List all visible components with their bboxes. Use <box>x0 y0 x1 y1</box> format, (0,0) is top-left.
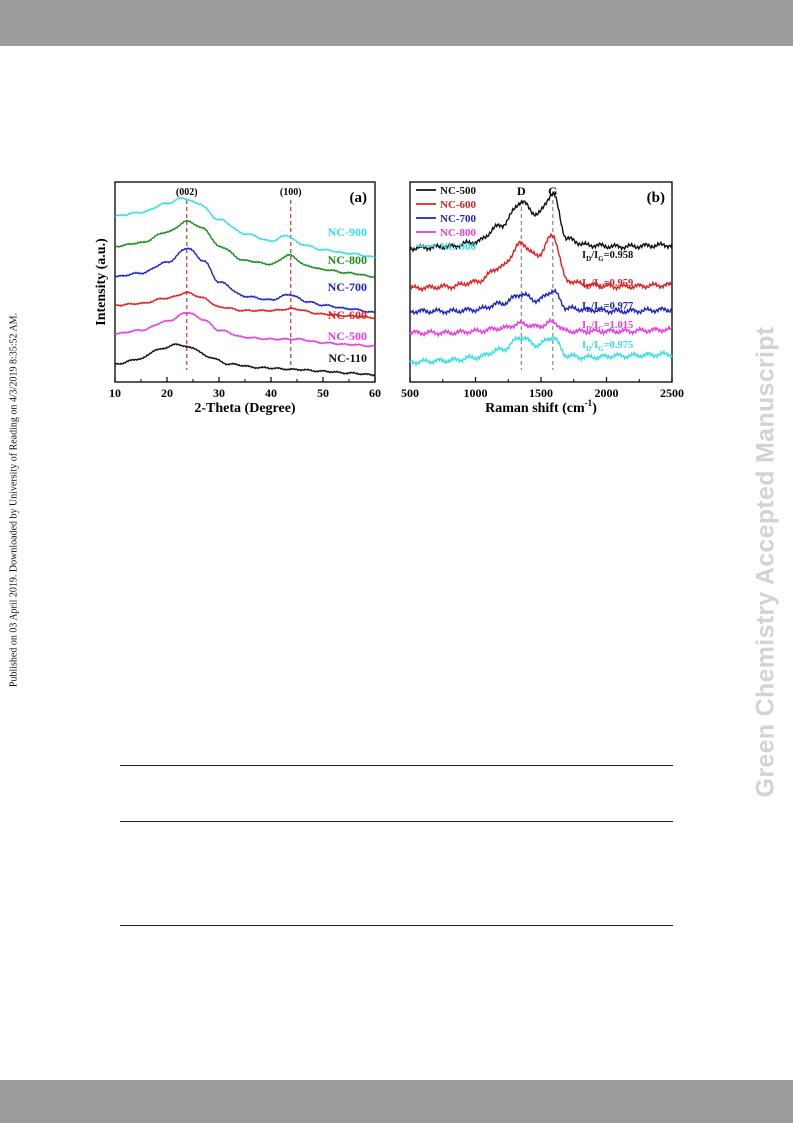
series-line-NC-700 <box>114 247 376 314</box>
panel-a-series-labels: NC-900 NC-800 NC-700 NC-600 NC-500 NC-110 <box>328 225 367 365</box>
x-tick-label: 50 <box>317 386 329 400</box>
series-label-NC-800: NC-800 <box>328 253 367 267</box>
panel-b-series <box>409 190 673 367</box>
series-line-NC-700 <box>409 287 673 316</box>
ratio-sub-g: G <box>598 283 604 291</box>
peak-annotation: (002) <box>176 187 198 198</box>
legend-label-NC-800: NC-800 <box>440 227 477 239</box>
panel-a-label: (a) <box>350 190 368 206</box>
ratio-label: ID/IG=0.977 <box>582 301 633 314</box>
accepted-manuscript-watermark: Green Chemistry Accepted Manuscript <box>751 326 780 798</box>
table-rule-top <box>120 765 673 766</box>
series-label-NC-700: NC-700 <box>328 280 367 294</box>
series-label-NC-600: NC-600 <box>328 308 367 322</box>
top-bar <box>0 0 793 46</box>
ratio-sub-g: G <box>598 325 604 333</box>
x-tick-label: 30 <box>213 386 225 400</box>
ratio-sub-d: D <box>586 345 591 353</box>
x-tick-label: 1500 <box>529 386 553 400</box>
ratio-slash: /I <box>590 320 598 331</box>
ratio-sub-d: D <box>586 306 591 314</box>
ratio-value: =0.959 <box>604 278 634 289</box>
series-label-NC-500: NC-500 <box>328 329 367 343</box>
series-line-NC-110 <box>114 342 376 377</box>
legend-label-NC-900: NC-900 <box>440 241 477 253</box>
ratio-label: ID/IG=0.959 <box>582 278 633 291</box>
legend-label-NC-600: NC-600 <box>440 199 477 211</box>
peak-annotation: G <box>548 184 557 198</box>
series-line-NC-800 <box>409 317 673 338</box>
peak-annotation: D <box>517 184 526 198</box>
ratio-slash: /I <box>590 301 598 312</box>
panel-a-ticks: 10 20 30 40 50 60 <box>109 377 381 400</box>
series-label-NC-900: NC-900 <box>328 225 367 239</box>
series-line-NC-900 <box>409 335 673 367</box>
bottom-bar <box>0 1080 793 1123</box>
x-tick-label: 20 <box>161 386 173 400</box>
x-tick-label: 60 <box>369 386 381 400</box>
x-tick-label: 10 <box>109 386 121 400</box>
ratio-label: ID/IG=1.015 <box>582 320 633 333</box>
series-line-NC-500 <box>409 190 673 253</box>
ratio-label: ID/IG=0.958 <box>582 250 633 263</box>
series-line-NC-500 <box>114 311 376 348</box>
panel-a-reference-lines <box>186 200 292 370</box>
download-notice: Published on 03 April 2019. Downloaded b… <box>8 312 20 688</box>
ratio-i: I <box>582 320 586 331</box>
ratio-value: =0.975 <box>604 340 634 351</box>
panel-a-annotations: (002) (100) <box>176 187 302 198</box>
panel-a-xlabel: 2-Theta (Degree) <box>194 401 296 416</box>
table-rule-bottom <box>120 925 673 926</box>
ratio-label: ID/IG=0.975 <box>582 340 633 353</box>
series-line-NC-600 <box>409 232 673 293</box>
panel-b-legend: NC-500 NC-600 NC-700 NC-800 NC-900 <box>416 185 477 253</box>
panel-b-xlabel-main: Raman shift (cm <box>485 401 585 416</box>
legend-label-NC-700: NC-700 <box>440 213 477 225</box>
figure: (a) 2-Theta (Degree) Intensity (a.u.) 10… <box>85 170 695 425</box>
ratio-sub-g: G <box>598 306 604 314</box>
figure-svg: (a) 2-Theta (Degree) Intensity (a.u.) 10… <box>94 181 684 416</box>
ratio-i: I <box>582 340 586 351</box>
series-line-NC-900 <box>114 197 376 259</box>
panel-b-ratio-labels: ID/IG=0.958ID/IG=0.959ID/IG=0.977ID/IG=1… <box>582 250 633 353</box>
ratio-i: I <box>582 301 586 312</box>
series-line-NC-800 <box>114 219 376 279</box>
table-rule-middle <box>120 821 673 822</box>
peak-annotation: (100) <box>280 187 302 198</box>
ratio-sub-d: D <box>586 255 591 263</box>
ratio-slash: /I <box>590 250 598 261</box>
ratio-i: I <box>582 250 586 261</box>
ratio-value: =0.977 <box>604 301 634 312</box>
panel-b-xlabel-end: ) <box>592 401 597 416</box>
panel-a-series <box>114 197 376 377</box>
x-tick-label: 500 <box>401 386 419 400</box>
series-label-NC-110: NC-110 <box>328 351 367 365</box>
panel-a: (a) 2-Theta (Degree) Intensity (a.u.) 10… <box>94 181 381 416</box>
ratio-sub-d: D <box>586 283 591 291</box>
ratio-sub-g: G <box>598 345 604 353</box>
panel-b-reference-lines <box>520 200 554 370</box>
series-line-NC-600 <box>114 291 376 320</box>
panel-b-ticks: 500 1000 1500 2000 2500 <box>401 377 684 400</box>
panel-b: (b) Raman shift (cm-1) 500 1000 1500 2000 25… <box>401 181 684 416</box>
legend-label-NC-500: NC-500 <box>440 185 477 197</box>
panel-a-ylabel: Intensity (a.u.) <box>94 238 109 326</box>
ratio-sub-d: D <box>586 325 591 333</box>
panel-b-xlabel: Raman shift (cm-1) <box>485 398 597 416</box>
ratio-i: I <box>582 278 586 289</box>
ratio-value: =1.015 <box>604 320 634 331</box>
ratio-sub-g: G <box>598 255 604 263</box>
panel-b-label: (b) <box>647 190 665 206</box>
ratio-slash: /I <box>590 340 598 351</box>
x-tick-label: 1000 <box>464 386 488 400</box>
x-tick-label: 40 <box>265 386 277 400</box>
x-tick-label: 2500 <box>660 386 684 400</box>
ratio-value: =0.958 <box>604 250 634 261</box>
ratio-slash: /I <box>590 278 598 289</box>
x-tick-label: 2000 <box>595 386 619 400</box>
panel-b-xlabel-sup: -1 <box>585 398 593 408</box>
